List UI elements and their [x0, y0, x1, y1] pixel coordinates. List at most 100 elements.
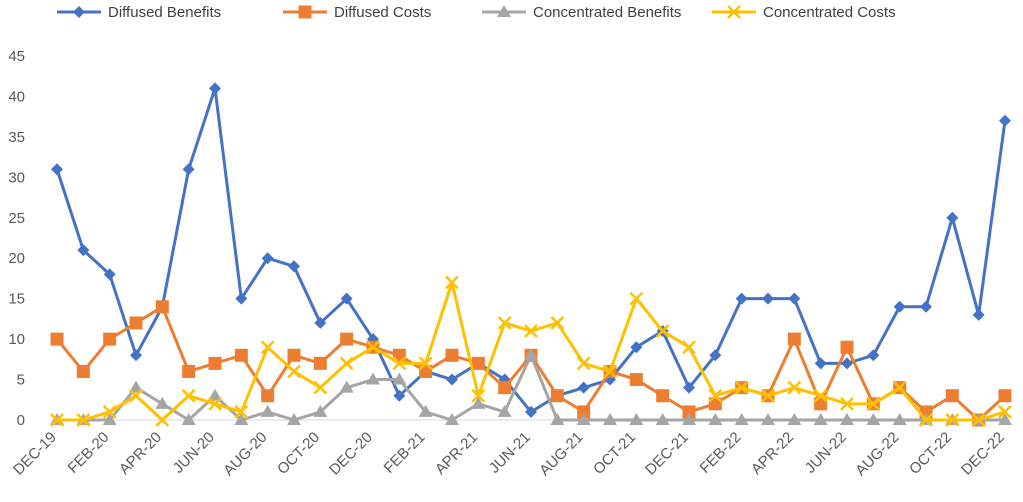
- legend-marker: [73, 6, 85, 18]
- data-point-concentrated-benefits: [102, 413, 117, 425]
- x-tick-label: JUN-20: [170, 429, 218, 477]
- data-point-concentrated-benefits: [603, 413, 617, 425]
- legend-item-diffused-costs: Diffused Costs: [283, 4, 431, 21]
- data-point-diffused-benefits: [340, 292, 353, 305]
- data-point-concentrated-costs: [418, 356, 433, 371]
- data-point-diffused-benefits: [920, 300, 932, 313]
- data-point-diffused-costs: [182, 364, 196, 378]
- data-point-concentrated-benefits: [761, 413, 775, 425]
- data-point-concentrated-costs: [313, 380, 328, 395]
- series-concentrated-benefits: [50, 348, 1012, 425]
- data-point-concentrated-benefits: [866, 413, 881, 425]
- data-point-diffused-benefits: [709, 349, 722, 362]
- data-point-concentrated-benefits: [392, 372, 407, 385]
- data-point-diffused-benefits: [683, 381, 695, 394]
- data-point-diffused-benefits: [51, 163, 63, 176]
- data-point-diffused-costs: [340, 332, 354, 346]
- data-point-diffused-costs: [840, 340, 854, 354]
- data-point-concentrated-costs: [971, 413, 986, 427]
- data-point-diffused-costs: [471, 356, 485, 370]
- data-point-concentrated-costs: [208, 396, 222, 411]
- data-point-diffused-benefits: [762, 292, 774, 305]
- x-tick-label: OCT-22: [906, 429, 955, 478]
- data-point-concentrated-benefits: [550, 413, 565, 425]
- data-point-diffused-benefits: [103, 268, 116, 281]
- data-point-concentrated-costs: [524, 324, 538, 338]
- data-point-diffused-costs: [498, 381, 512, 395]
- data-point-diffused-benefits: [788, 292, 801, 305]
- data-point-concentrated-costs: [892, 380, 907, 395]
- x-tick-label: AUG-20: [220, 429, 270, 479]
- x-tick-label: APR-21: [432, 429, 481, 478]
- data-point-diffused-benefits: [735, 292, 748, 305]
- data-point-diffused-costs: [155, 300, 169, 314]
- data-point-concentrated-costs: [550, 316, 565, 330]
- series-line-diffused-benefits: [55, 86, 1007, 414]
- data-point-concentrated-benefits: [708, 413, 723, 425]
- legend-marker: [727, 5, 741, 19]
- data-point-diffused-costs: [577, 405, 591, 419]
- data-point-concentrated-costs: [234, 405, 249, 419]
- y-tick-label: 35: [8, 129, 25, 146]
- legend-label: Concentrated Costs: [763, 4, 896, 21]
- data-point-diffused-benefits: [630, 341, 643, 354]
- data-point-concentrated-costs: [366, 340, 380, 355]
- data-point-diffused-costs: [50, 332, 64, 346]
- data-point-concentrated-benefits: [682, 413, 696, 425]
- data-point-concentrated-benefits: [445, 413, 459, 425]
- data-point-concentrated-costs: [919, 413, 933, 427]
- x-tick-label: AUG-21: [536, 429, 586, 479]
- data-point-diffused-benefits: [393, 389, 406, 402]
- data-point-concentrated-benefits: [155, 396, 170, 409]
- data-point-diffused-costs: [945, 389, 959, 403]
- x-tick-label: APR-22: [748, 429, 797, 478]
- legend-marker: [298, 5, 312, 19]
- data-point-concentrated-benefits: [655, 413, 670, 425]
- data-point-concentrated-benefits: [418, 404, 433, 417]
- data-point-concentrated-costs: [339, 356, 354, 371]
- data-point-diffused-benefits: [946, 211, 959, 224]
- x-tick-label: DEC-19: [10, 429, 60, 479]
- y-tick-label: 45: [8, 48, 25, 65]
- series-concentrated-costs: [50, 275, 1012, 427]
- data-point-concentrated-benefits: [287, 413, 301, 425]
- x-tick-label: OCT-21: [590, 429, 639, 478]
- data-point-concentrated-costs: [287, 364, 301, 379]
- y-tick-label: 5: [17, 372, 25, 389]
- data-point-diffused-benefits: [841, 357, 853, 370]
- data-point-diffused-benefits: [209, 82, 221, 95]
- data-point-diffused-benefits: [867, 349, 880, 362]
- x-tick-label: APR-20: [116, 429, 165, 478]
- x-tick-label: FEB-22: [697, 429, 745, 477]
- data-point-concentrated-costs: [471, 388, 486, 403]
- data-point-diffused-benefits: [130, 349, 142, 362]
- data-point-diffused-costs: [103, 332, 117, 346]
- data-point-diffused-costs: [787, 332, 801, 346]
- legend-item-concentrated-benefits: Concentrated Benefits: [482, 4, 681, 21]
- data-point-concentrated-costs: [734, 380, 749, 395]
- data-point-concentrated-costs: [813, 388, 828, 403]
- data-point-diffused-benefits: [577, 381, 590, 394]
- x-tick-label: DEC-20: [326, 429, 376, 479]
- data-point-concentrated-costs: [102, 405, 117, 419]
- data-point-concentrated-benefits: [129, 380, 143, 393]
- data-point-concentrated-benefits: [734, 413, 749, 425]
- x-tick-label: DEC-21: [642, 429, 692, 479]
- data-point-concentrated-benefits: [339, 380, 354, 393]
- data-point-concentrated-costs: [576, 356, 591, 371]
- data-point-concentrated-costs: [761, 388, 775, 403]
- data-point-diffused-costs: [550, 389, 564, 403]
- data-point-diffused-benefits: [235, 292, 248, 305]
- legend-marker: [497, 5, 511, 17]
- legend-item-concentrated-costs: Concentrated Costs: [712, 4, 896, 21]
- data-point-concentrated-benefits: [234, 413, 249, 425]
- data-point-diffused-benefits: [314, 316, 327, 329]
- y-tick-label: 15: [8, 291, 25, 308]
- data-point-concentrated-costs: [682, 340, 696, 355]
- y-tick-label: 20: [8, 250, 25, 267]
- data-point-concentrated-benefits: [524, 348, 538, 361]
- data-point-diffused-costs: [445, 348, 459, 362]
- data-point-diffused-costs: [261, 389, 275, 403]
- data-point-diffused-benefits: [814, 357, 827, 370]
- data-point-concentrated-benefits: [629, 413, 644, 425]
